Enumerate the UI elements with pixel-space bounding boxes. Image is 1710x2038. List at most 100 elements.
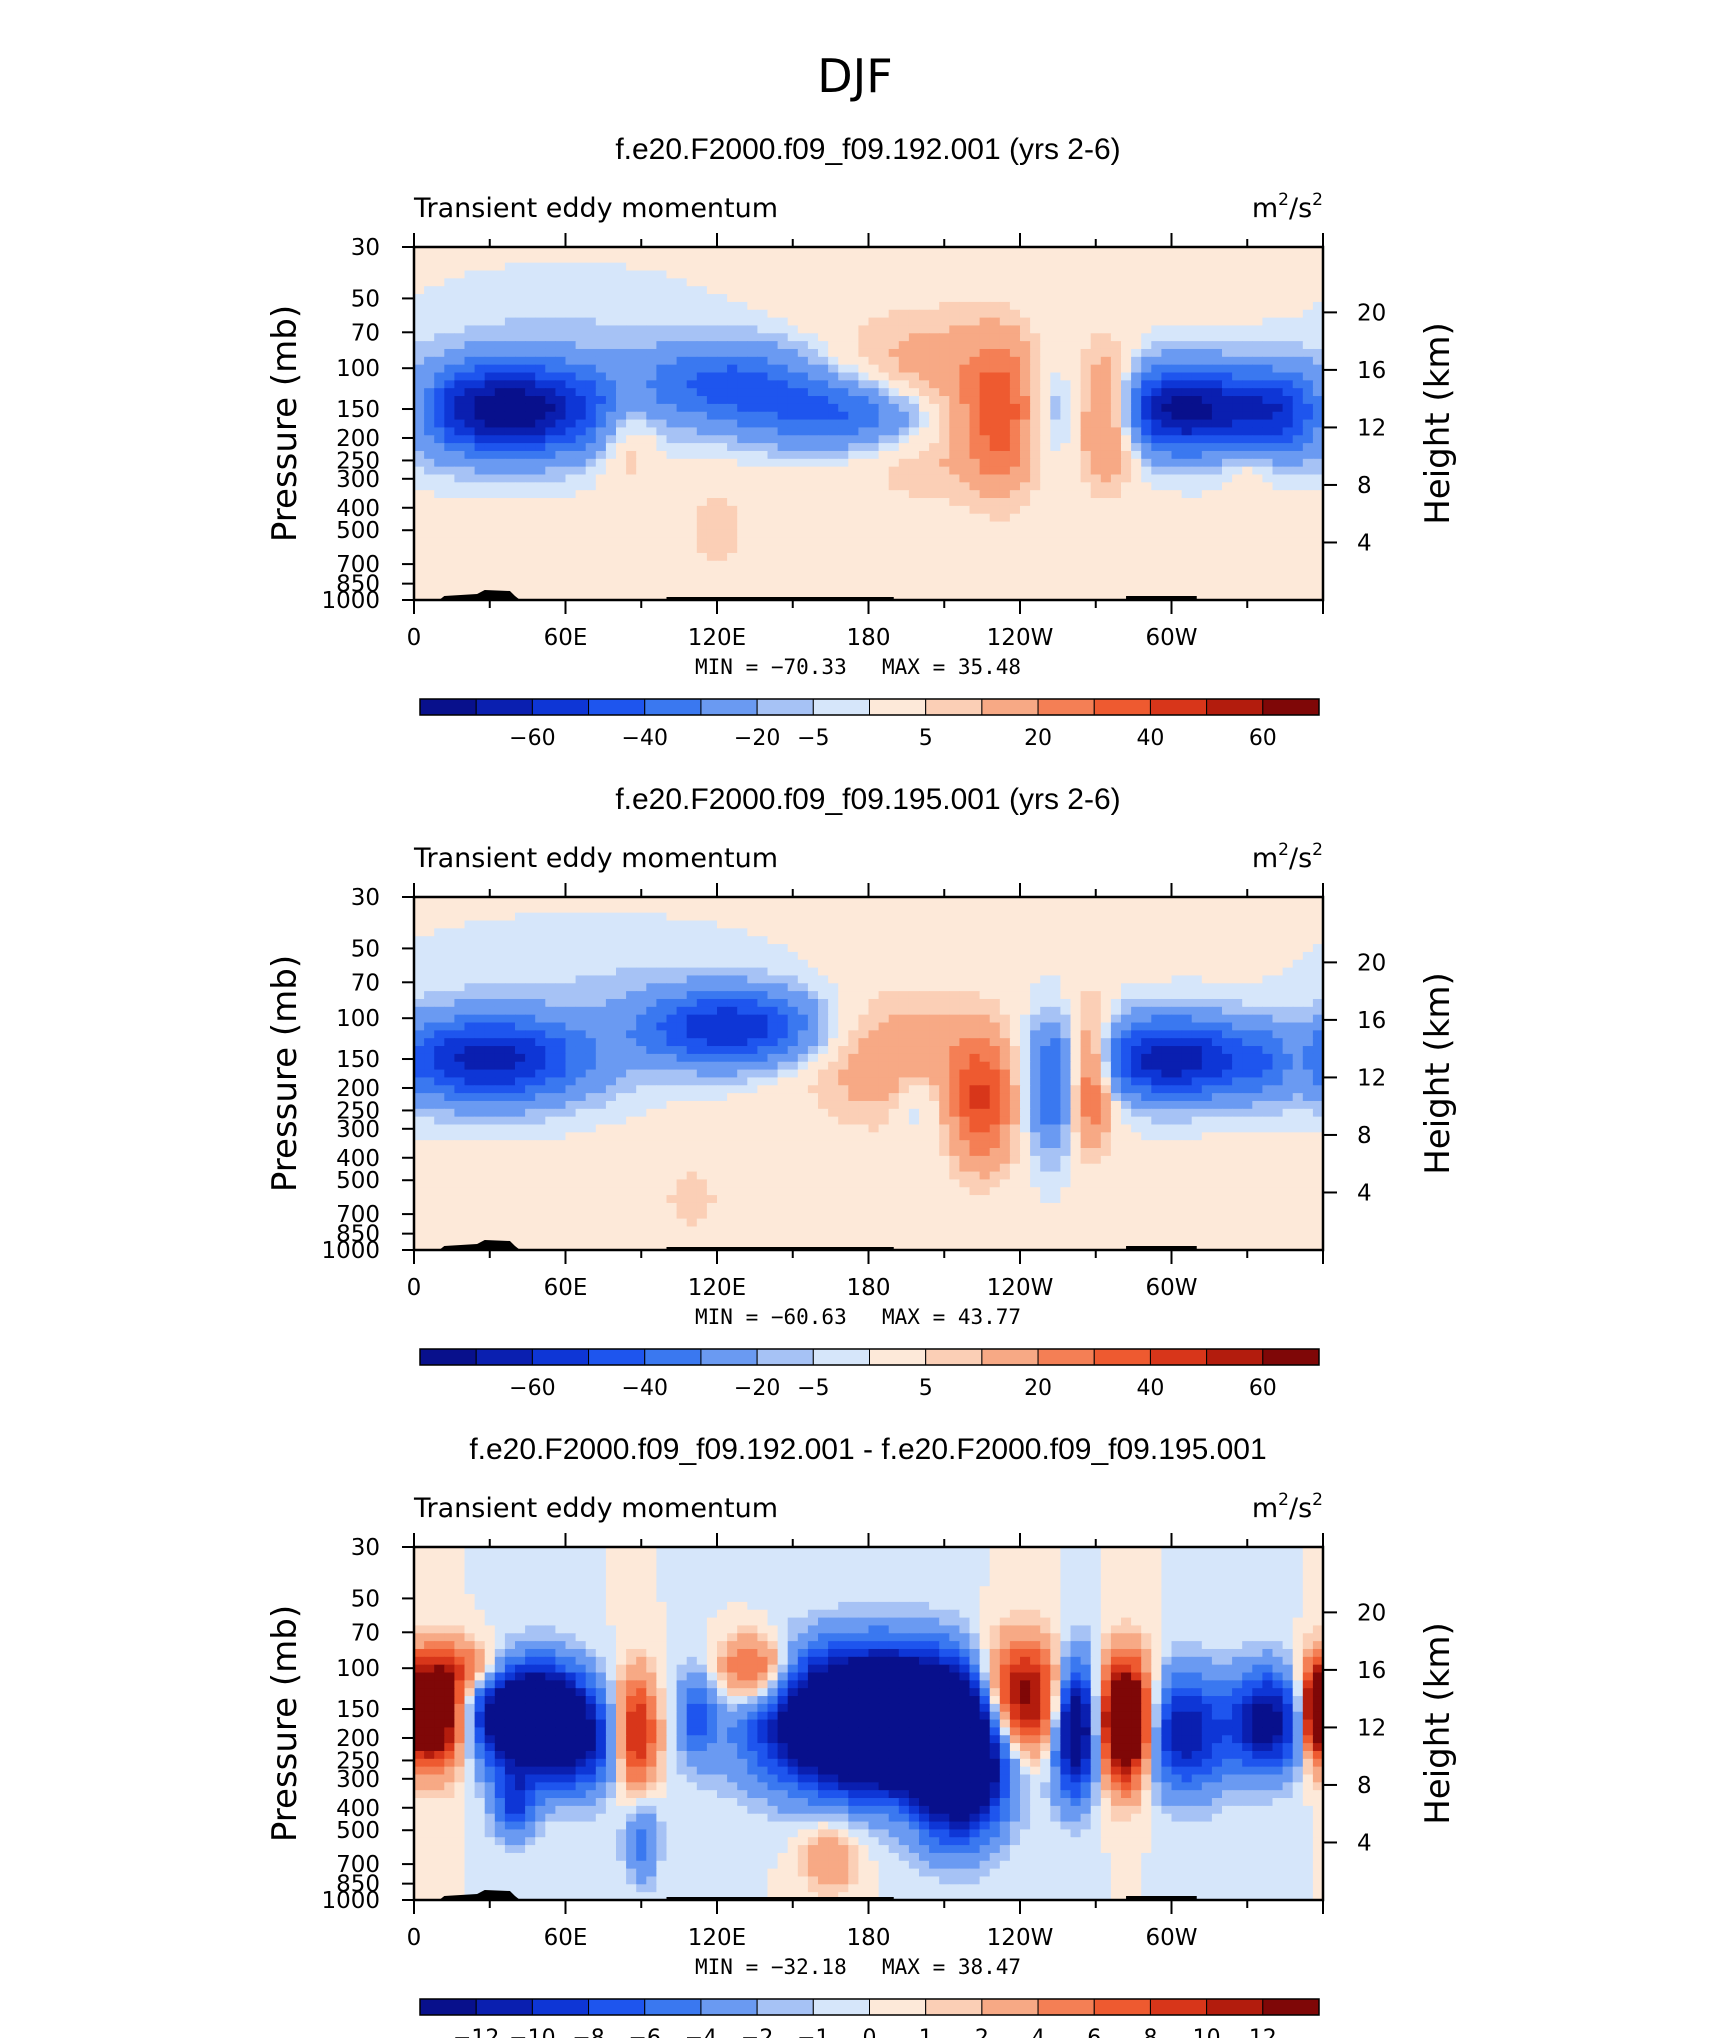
field-cell (797, 270, 809, 279)
field-cell (828, 364, 839, 374)
field-cell (1272, 356, 1284, 366)
field-cell (727, 396, 738, 405)
field-cell (828, 301, 839, 311)
field-cell (666, 584, 678, 593)
field-cell (1191, 364, 1203, 374)
field-cell (1171, 537, 1183, 546)
field-cell (969, 309, 981, 319)
field-cell (1030, 396, 1041, 405)
field-cell (1009, 490, 1021, 499)
field-cell (959, 912, 971, 922)
field-cell (646, 396, 657, 405)
field-cell (949, 490, 960, 499)
field-cell (595, 286, 607, 295)
field-cell (727, 443, 738, 452)
field-cell (585, 537, 597, 546)
field-cell (494, 552, 506, 562)
field-cell (1110, 498, 1122, 507)
field-cell (908, 904, 920, 914)
field-cell (1040, 286, 1051, 295)
field-cell (555, 513, 567, 523)
field-cell (878, 904, 890, 914)
field-cell (494, 928, 506, 937)
field-cell (1070, 278, 1082, 287)
field-cell (1232, 904, 1243, 914)
field-cell (1232, 584, 1243, 593)
field-cell (807, 568, 819, 578)
field-cell (454, 928, 466, 937)
field-cell (1110, 505, 1122, 515)
field-cell (898, 286, 910, 295)
field-cell (585, 474, 597, 483)
field-cell (636, 920, 647, 929)
field-cell (1060, 505, 1072, 515)
colorbar: −60 −40 −20 −5 5 20 40 60 (419, 698, 1320, 751)
field-cell (1211, 904, 1223, 914)
field-cell (848, 928, 859, 937)
field-cell (888, 498, 900, 507)
field-cell (1030, 254, 1041, 264)
field-cell (1040, 411, 1051, 421)
field-cell (848, 450, 859, 460)
field-cell (1050, 247, 1061, 256)
field-cell (959, 317, 971, 327)
field-cell (545, 458, 556, 468)
field-cell (1090, 912, 1102, 922)
field-cell (1110, 466, 1122, 476)
field-cell (848, 951, 859, 961)
field-cell (595, 936, 607, 945)
field-cell (1080, 270, 1092, 279)
field-cell (585, 317, 597, 327)
field-cell (757, 568, 769, 578)
field-cell (1110, 576, 1122, 585)
field-cell (1110, 458, 1122, 468)
field-cell (1110, 897, 1122, 906)
field-cell (1040, 920, 1051, 929)
field-cell (504, 380, 516, 389)
field-cell (686, 904, 698, 914)
min-text: MIN = −70.33 (695, 655, 847, 679)
field-cell (717, 380, 728, 389)
topography (666, 597, 894, 600)
field-cell (1211, 505, 1223, 515)
field-cell (676, 944, 688, 953)
colorbar-swatch (1206, 698, 1264, 716)
field-cell (1080, 521, 1092, 530)
field-cell (444, 959, 455, 969)
field-cell (1100, 474, 1112, 483)
field-cell (605, 505, 617, 515)
field-cell (535, 294, 546, 303)
field-cell (858, 254, 870, 264)
field-cell (1181, 294, 1193, 303)
field-cell (676, 584, 688, 593)
field-cell (595, 959, 607, 969)
field-cell (1302, 474, 1314, 483)
field-cell (706, 959, 718, 969)
field-cell (1110, 443, 1122, 452)
field-cell (434, 474, 445, 483)
field-cell (969, 262, 981, 272)
field-cell (1090, 537, 1102, 546)
field-cell (1030, 450, 1041, 460)
field-cell (1100, 936, 1112, 945)
field-cell (424, 325, 435, 334)
field-cell (636, 301, 647, 311)
field-cell (464, 537, 476, 546)
field-cell (929, 552, 940, 562)
field-cell (565, 537, 577, 546)
field-cell (1201, 435, 1213, 444)
field-cell (989, 443, 1001, 452)
field-cell (626, 372, 637, 381)
field-cell (818, 348, 829, 358)
field-cell (1282, 262, 1294, 272)
field-cell (424, 482, 435, 491)
field-cell (1121, 435, 1132, 444)
field-cell (1080, 278, 1092, 287)
field-cell (888, 427, 900, 436)
field-cell (767, 348, 779, 358)
field-cell (1211, 317, 1223, 327)
field-cell (727, 403, 738, 413)
field-cell (1292, 959, 1304, 969)
field-cell (424, 959, 435, 969)
field-cell (1080, 396, 1092, 405)
